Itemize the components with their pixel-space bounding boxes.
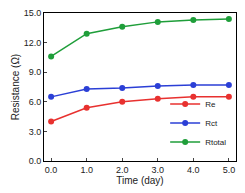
svg-text:6.0: 6.0: [29, 97, 42, 107]
svg-text:9.0: 9.0: [29, 67, 42, 77]
svg-text:Rtotal: Rtotal: [205, 138, 226, 147]
svg-text:3.0: 3.0: [152, 165, 165, 175]
svg-text:0.0: 0.0: [45, 165, 58, 175]
svg-text:Rct: Rct: [205, 119, 218, 128]
svg-text:Resistance (Ω): Resistance (Ω): [10, 54, 21, 120]
svg-text:Re: Re: [205, 100, 216, 109]
svg-text:1.0: 1.0: [80, 165, 93, 175]
svg-text:0.0: 0.0: [29, 156, 42, 166]
svg-text:12.0: 12.0: [24, 38, 42, 48]
svg-text:3.0: 3.0: [29, 127, 42, 137]
svg-text:2.0: 2.0: [116, 165, 129, 175]
svg-text:4.0: 4.0: [187, 165, 200, 175]
svg-text:Time (day): Time (day): [116, 175, 163, 186]
svg-text:15.0: 15.0: [24, 8, 42, 18]
svg-text:5.0: 5.0: [223, 165, 236, 175]
